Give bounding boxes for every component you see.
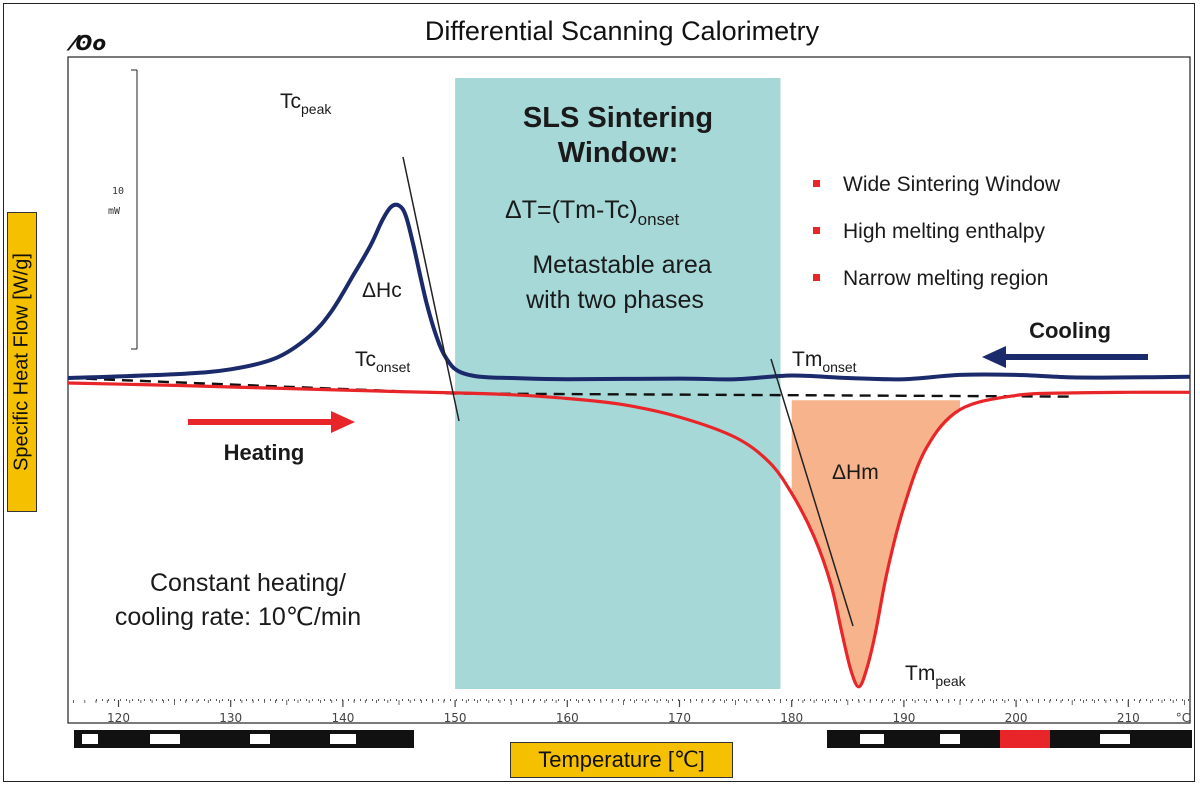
x-tick-label: 130 [219, 711, 242, 725]
x-axis-label: Temperature [℃] [510, 742, 733, 778]
y-axis-label: Specific Heat Flow [W/g] [10, 253, 33, 471]
svg-text:⁄ʘo: ⁄ʘo [66, 31, 106, 55]
x-tick-label: 140 [331, 711, 354, 725]
x-tick-label: 120 [107, 711, 130, 725]
y-axis-label-box [7, 212, 37, 512]
legend-item: Narrow melting region [843, 267, 1048, 290]
delta-hc-label: ΔHc [362, 279, 402, 302]
sintering-window-band [455, 78, 781, 689]
x-unit-label: °C [1176, 711, 1190, 725]
x-tick-label: 200 [1005, 711, 1028, 725]
instrument-logo: ⁄ʘo [66, 31, 106, 55]
rate-line2: cooling rate: 10℃/min [115, 603, 361, 631]
x-tick-label: 160 [556, 711, 579, 725]
rate-line1: Constant heating/ [150, 569, 346, 597]
cooling-arrow-head [982, 346, 1006, 368]
tc-onset-label: Tconset [355, 348, 410, 375]
scale-bar-value: 10 [112, 186, 124, 197]
melting-enthalpy-area [791, 400, 960, 687]
window-title-line2: Window: [558, 137, 679, 169]
window-title-line1: SLS Sintering [523, 102, 713, 134]
heating-curve [67, 381, 1191, 689]
delta-hm-label: ΔHm [832, 461, 879, 484]
plot-area [67, 56, 1191, 724]
cooling-curve [67, 202, 1191, 382]
tm-onset-label: Tmonset [792, 348, 857, 375]
cooling-label: Cooling [1029, 318, 1111, 343]
metastable-line1: Metastable area [532, 251, 711, 279]
tc-peak-label: Tcpeak [280, 90, 332, 117]
metastable-line2: with two phases [525, 286, 704, 314]
x-tick-label: 150 [444, 711, 467, 725]
legend-bullet [813, 274, 820, 281]
x-tick-label: 170 [668, 711, 691, 725]
legend-bullet [813, 227, 820, 234]
x-tick-label: 190 [892, 711, 915, 725]
scale-bar-unit: mW [108, 206, 121, 217]
tangent-melting [770, 358, 854, 627]
tangent-crystallization [402, 156, 460, 422]
software-logo-left [74, 730, 414, 748]
legend-item: Wide Sintering Window [843, 173, 1061, 196]
legend-item: High melting enthalpy [843, 220, 1045, 243]
heating-arrow-head [331, 411, 355, 433]
chart-title: Differential Scanning Calorimetry [425, 16, 820, 46]
heating-label: Heating [224, 440, 305, 465]
x-tick-label: 210 [1117, 711, 1140, 725]
x-tick-label: 180 [780, 711, 803, 725]
software-logo-right [827, 730, 1192, 748]
tm-peak-label: Tmpeak [905, 662, 967, 689]
delta-t-formula: ΔT=(Tm-Tc)onset [505, 196, 680, 229]
legend-bullet [813, 180, 820, 187]
